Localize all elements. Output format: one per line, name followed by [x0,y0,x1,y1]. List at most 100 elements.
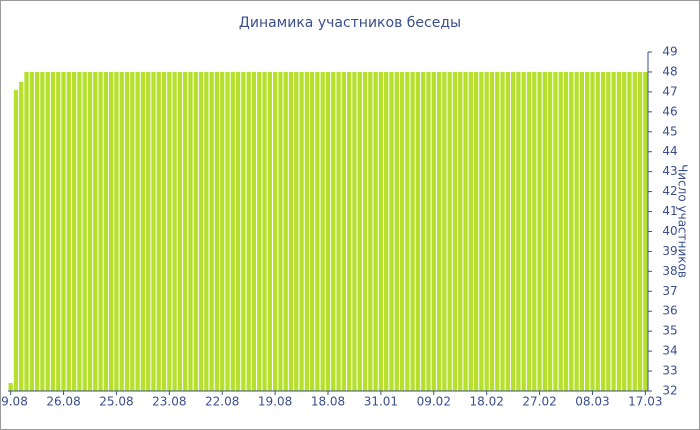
bar [98,71,103,392]
bar [66,71,71,392]
bar [19,81,24,391]
bar [384,71,389,392]
chart-title: Динамика участников беседы [239,15,461,31]
bar [590,71,595,392]
bar [495,71,500,392]
bar [563,71,569,392]
bar [235,71,241,392]
bar [616,71,622,392]
y-tick-label: 49 [662,45,677,59]
bar [526,71,532,392]
bar [489,71,495,392]
bar [135,71,140,392]
bar [452,71,458,392]
bar [278,71,283,392]
x-tick-label: 27.02 [522,395,556,409]
x-tick-label: 18.02 [469,395,503,409]
bar [415,71,421,392]
bar [558,71,563,392]
bar [606,71,611,392]
bar [198,71,204,392]
y-tick-label: 33 [662,364,677,378]
bar [45,71,50,392]
bar [130,71,135,392]
bar [124,71,130,392]
bar [61,71,66,392]
bar [331,71,336,392]
x-tick-label: 19.08 [258,395,292,409]
bar [220,71,225,392]
bar [436,71,442,392]
bar [304,71,309,392]
bar [288,71,294,392]
bar [183,71,188,392]
bar [637,71,643,392]
bar [29,71,34,392]
bar [119,71,124,392]
bar [378,71,384,392]
bar [585,71,590,392]
bar [421,71,426,392]
bar [188,71,193,392]
y-tick-label: 38 [662,264,677,278]
bar [352,71,357,392]
bar [622,71,627,392]
y-tick-label: 41 [662,204,677,218]
x-tick-label: 29.08 [0,395,28,409]
x-tick-label: 31.01 [364,395,398,409]
y-tick-label: 47 [662,84,677,98]
bar [532,71,537,392]
bar [537,71,542,392]
y-tick-label: 36 [662,304,677,318]
bar [336,71,341,392]
bar [34,71,40,392]
x-tick-label: 23.08 [152,395,186,409]
bar [500,71,505,392]
bar [611,71,616,392]
bar [643,71,648,392]
bar [389,71,394,392]
bar [177,71,183,392]
x-tick-label: 25.08 [99,395,133,409]
bar [87,71,93,392]
bar [93,71,98,392]
bar [368,71,373,392]
bar [77,71,82,392]
bar [230,71,235,392]
bar [50,71,56,392]
bar [473,71,479,392]
bar [103,71,108,392]
bar [167,71,172,392]
bar [600,71,606,392]
bar [140,71,146,392]
bar [463,71,468,392]
y-tick-label: 46 [662,104,677,118]
bar [82,71,87,392]
y-tick-label: 42 [662,184,677,198]
bar [516,71,521,392]
bar [241,71,246,392]
bar [13,89,19,391]
bar [320,71,325,392]
y-tick-label: 37 [662,284,677,298]
bar [627,71,632,392]
bar [458,71,463,392]
y-tick-label: 44 [662,144,677,158]
bar [442,71,447,392]
bar [267,71,272,392]
x-tick-label: 09.02 [417,395,451,409]
bar [108,71,114,392]
bar [579,71,585,392]
bar [251,71,257,392]
bar [574,71,579,392]
y-tick-label: 45 [662,124,677,138]
bar [56,71,61,392]
y-tick-label: 43 [662,164,677,178]
bar [505,71,510,392]
bar [553,71,558,392]
bar [510,71,516,392]
bar [114,71,119,392]
bar [151,71,156,392]
x-tick-label: 26.08 [46,395,80,409]
